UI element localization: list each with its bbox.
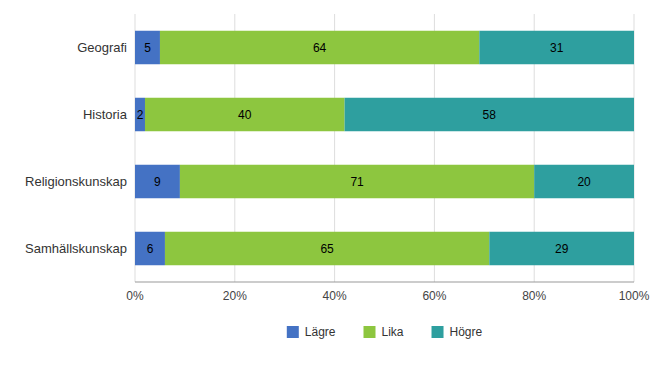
data-labels: 52966440716531582029 bbox=[137, 41, 591, 256]
legend-label: Lika bbox=[382, 325, 404, 339]
x-tick-label: 0% bbox=[126, 289, 144, 303]
bar bbox=[180, 165, 534, 199]
legend-swatch bbox=[364, 326, 376, 338]
legend-item: Lika bbox=[364, 325, 404, 339]
legend-item: Högre bbox=[432, 325, 483, 339]
bar bbox=[479, 31, 634, 65]
x-tick-label: 60% bbox=[422, 289, 446, 303]
y-axis: Geografi Historia Religionskunskap Samhälls… bbox=[25, 40, 128, 256]
bar bbox=[135, 232, 165, 266]
legend-swatch bbox=[432, 326, 444, 338]
legend-swatch bbox=[287, 326, 299, 338]
data-label: 65 bbox=[320, 242, 334, 256]
data-label: 2 bbox=[137, 108, 144, 122]
x-axis: 0% 20% 40% 60% 80% 100% bbox=[126, 282, 649, 303]
x-tick-label: 100% bbox=[619, 289, 650, 303]
bar bbox=[534, 165, 634, 199]
data-label: 29 bbox=[555, 242, 569, 256]
legend-item: Lägre bbox=[287, 325, 336, 339]
legend-label: Högre bbox=[450, 325, 483, 339]
grid bbox=[135, 14, 634, 282]
bar bbox=[165, 232, 489, 266]
data-label: 64 bbox=[313, 41, 327, 55]
data-label: 9 bbox=[154, 175, 161, 189]
category-label: Religionskunskap bbox=[25, 174, 127, 189]
x-tick-label: 20% bbox=[223, 289, 247, 303]
data-label: 6 bbox=[147, 242, 154, 256]
category-label: Geografi bbox=[77, 40, 127, 55]
data-label: 20 bbox=[577, 175, 591, 189]
bar bbox=[345, 98, 634, 132]
data-label: 5 bbox=[144, 41, 151, 55]
bar bbox=[489, 232, 634, 266]
bar bbox=[135, 165, 180, 199]
x-axis-line bbox=[135, 282, 634, 283]
chart-svg: 0% 20% 40% 60% 80% 100% Geografi Historia Religi… bbox=[0, 0, 659, 376]
data-label: 58 bbox=[483, 108, 497, 122]
data-label: 40 bbox=[238, 108, 252, 122]
data-label: 31 bbox=[550, 41, 564, 55]
chart-container: 0% 20% 40% 60% 80% 100% Geografi Historia Religi… bbox=[0, 0, 659, 376]
bar bbox=[160, 31, 479, 65]
bar bbox=[135, 98, 145, 132]
bar bbox=[145, 98, 345, 132]
category-label: Historia bbox=[83, 107, 128, 122]
x-tick-label: 40% bbox=[323, 289, 347, 303]
legend: Lägre Lika Högre bbox=[287, 325, 483, 339]
bar bbox=[135, 31, 160, 65]
category-label: Samhällskunskap bbox=[25, 241, 127, 256]
x-tick-label: 80% bbox=[522, 289, 546, 303]
bars bbox=[135, 31, 634, 266]
data-label: 71 bbox=[350, 175, 364, 189]
legend-label: Lägre bbox=[305, 325, 336, 339]
